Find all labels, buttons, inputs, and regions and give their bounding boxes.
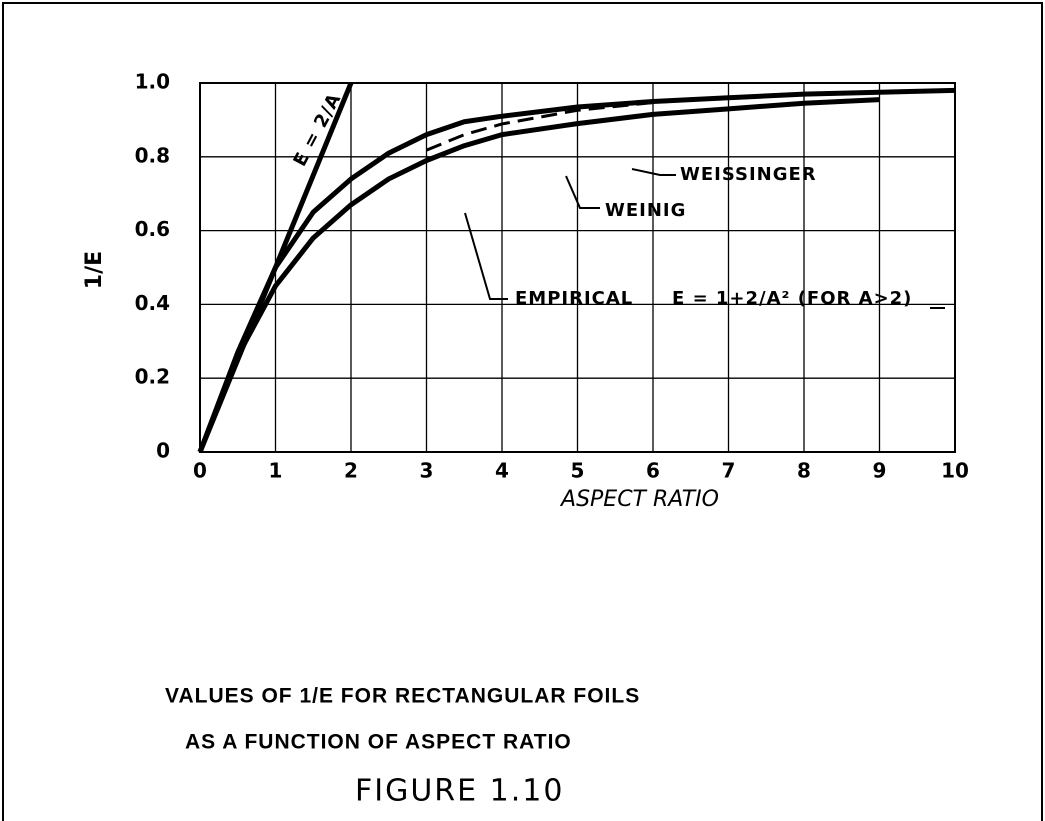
leader-line: [631, 168, 676, 176]
x-tick-label: 1: [269, 459, 283, 483]
x-tick-label: 4: [495, 459, 509, 483]
y-tick-label: 0.2: [135, 365, 170, 389]
x-tick-label: 0: [193, 459, 207, 483]
series-label: WEISSINGER: [680, 164, 817, 185]
y-tick-label: 1.0: [135, 70, 170, 94]
y-axis-label: 1/E: [82, 251, 107, 289]
y-tick-label: 0.8: [135, 143, 170, 167]
series-label: E = 2/A: [290, 90, 346, 170]
y-tick-label: 0.6: [135, 217, 170, 241]
series-line: [425, 88, 956, 152]
chart-subtitle: AS A FUNCTION OF ASPECT RATIO: [185, 731, 572, 754]
x-tick-label: 9: [873, 459, 887, 483]
series-label: WEINIG: [605, 200, 686, 221]
x-tick-label: 6: [646, 459, 660, 483]
x-tick-label: 10: [941, 459, 969, 483]
leader-line: [464, 212, 508, 300]
x-tick-label: 2: [344, 459, 358, 483]
chart-title: VALUES OF 1/E FOR RECTANGULAR FOILS: [165, 685, 640, 708]
x-tick-label: 3: [420, 459, 434, 483]
y-tick-label: 0.4: [135, 291, 170, 315]
series-line: [197, 97, 880, 453]
series-line: [197, 87, 956, 453]
figure-caption: FIGURE 1.10: [355, 774, 564, 809]
x-axis-label: ASPECT RATIO: [559, 487, 719, 512]
y-tick-label: 0: [156, 439, 170, 463]
x-tick-label: 8: [797, 459, 811, 483]
annotation: E = 1+2/A² (FOR A>2): [672, 288, 912, 309]
series-label: EMPIRICAL: [515, 288, 633, 309]
x-tick-label: 7: [722, 459, 736, 483]
plot-frame: [199, 82, 956, 453]
leader-line: [565, 175, 600, 209]
x-tick-label: 5: [571, 459, 585, 483]
